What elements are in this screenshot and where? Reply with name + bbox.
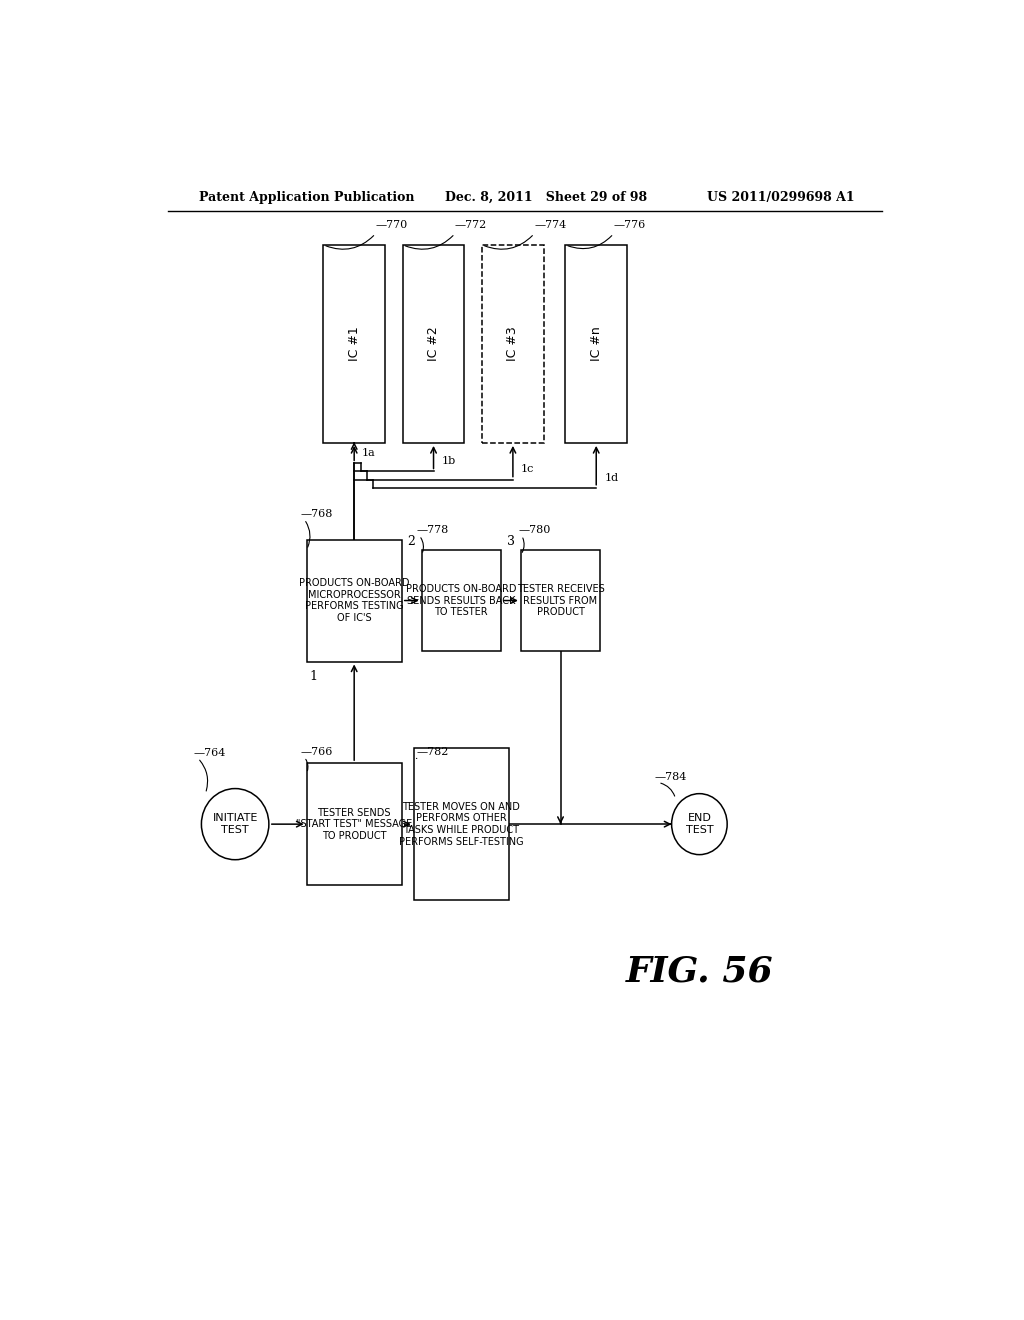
FancyBboxPatch shape — [414, 748, 509, 900]
Text: IC #1: IC #1 — [348, 326, 360, 362]
Text: IC #3: IC #3 — [507, 326, 519, 362]
Text: —768: —768 — [301, 510, 334, 519]
Text: PRODUCTS ON-BOARD
MICROPROCESSOR
PERFORMS TESTING
OF IC'S: PRODUCTS ON-BOARD MICROPROCESSOR PERFORM… — [299, 578, 410, 623]
Text: —784: —784 — [655, 772, 687, 783]
Text: INITIATE
TEST: INITIATE TEST — [212, 813, 258, 836]
Text: Dec. 8, 2011   Sheet 29 of 98: Dec. 8, 2011 Sheet 29 of 98 — [445, 190, 647, 203]
Text: END
TEST: END TEST — [686, 813, 713, 836]
Ellipse shape — [202, 788, 269, 859]
Text: Patent Application Publication: Patent Application Publication — [200, 190, 415, 203]
Text: —772: —772 — [455, 219, 487, 230]
Text: —776: —776 — [613, 219, 646, 230]
Text: —782: —782 — [416, 747, 449, 758]
Text: 1a: 1a — [362, 449, 376, 458]
Text: 1b: 1b — [441, 457, 456, 466]
FancyBboxPatch shape — [306, 540, 401, 661]
Text: PRODUCTS ON-BOARD
SENDS RESULTS BACK
TO TESTER: PRODUCTS ON-BOARD SENDS RESULTS BACK TO … — [407, 583, 516, 618]
Text: US 2011/0299698 A1: US 2011/0299698 A1 — [708, 190, 855, 203]
Text: FIG. 56: FIG. 56 — [626, 954, 773, 989]
Text: TESTER RECEIVES
RESULTS FROM
PRODUCT: TESTER RECEIVES RESULTS FROM PRODUCT — [517, 583, 604, 618]
Text: 1: 1 — [309, 669, 317, 682]
FancyBboxPatch shape — [521, 549, 600, 651]
Text: —764: —764 — [194, 748, 226, 758]
Text: TESTER MOVES ON AND
PERFORMS OTHER
TASKS WHILE PRODUCT
PERFORMS SELF-TESTING: TESTER MOVES ON AND PERFORMS OTHER TASKS… — [399, 801, 523, 846]
Ellipse shape — [672, 793, 727, 854]
Text: 1c: 1c — [521, 465, 535, 474]
Text: TESTER SENDS
"START TEST" MESSAGE
TO PRODUCT: TESTER SENDS "START TEST" MESSAGE TO PRO… — [296, 808, 413, 841]
Text: IC #2: IC #2 — [427, 326, 440, 362]
FancyBboxPatch shape — [565, 244, 627, 444]
FancyBboxPatch shape — [422, 549, 501, 651]
Text: 3: 3 — [507, 535, 514, 548]
Text: —770: —770 — [376, 219, 408, 230]
FancyBboxPatch shape — [324, 244, 385, 444]
FancyBboxPatch shape — [306, 763, 401, 886]
FancyBboxPatch shape — [482, 244, 544, 444]
Text: —774: —774 — [535, 219, 566, 230]
Text: 1d: 1d — [604, 473, 618, 483]
Text: IC #n: IC #n — [590, 326, 603, 362]
Text: —766: —766 — [301, 747, 334, 758]
Text: 2: 2 — [408, 535, 415, 548]
FancyBboxPatch shape — [402, 244, 465, 444]
Text: —780: —780 — [518, 525, 551, 536]
Text: —778: —778 — [416, 525, 449, 536]
